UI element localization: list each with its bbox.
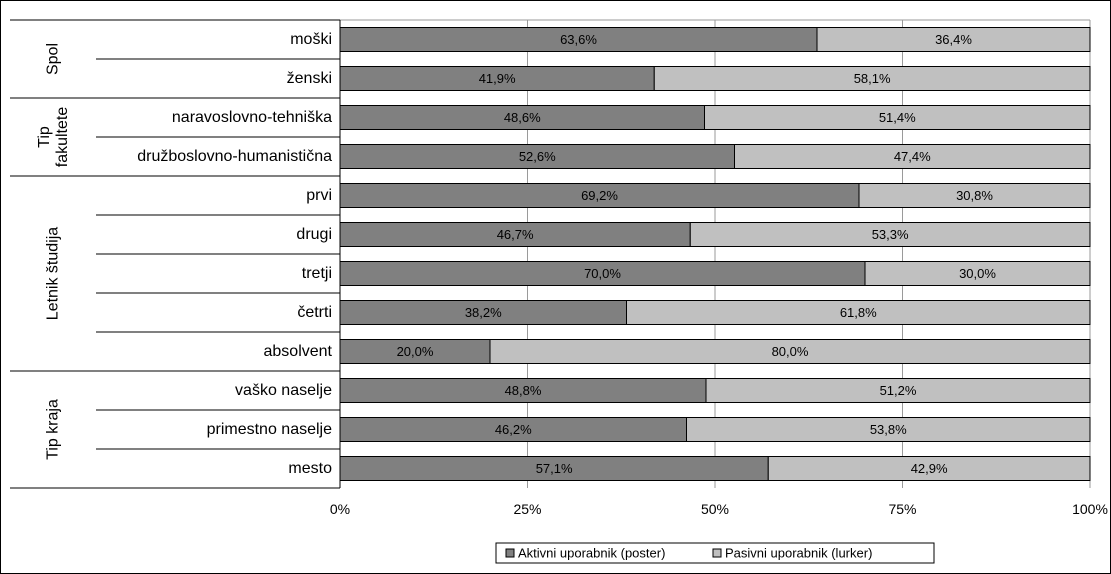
data-label: 38,2%: [465, 305, 502, 320]
x-tick-label: 0%: [330, 501, 350, 517]
category-label: mesto: [288, 460, 332, 477]
data-label: 63,6%: [560, 32, 597, 47]
bar-segment: [864, 261, 1091, 286]
group-label: Spol: [45, 43, 62, 75]
category-label: ženski: [287, 70, 332, 87]
category-label: družboslovno-humanistična: [137, 148, 332, 165]
bar-segment: [686, 417, 1091, 442]
bar-segment: [339, 417, 687, 442]
x-tick-label: 50%: [701, 501, 729, 517]
data-label: 58,1%: [854, 71, 891, 86]
bar-segment: [704, 105, 1091, 130]
category-label: naravoslovno-tehniška: [172, 109, 332, 126]
data-label: 30,8%: [956, 188, 993, 203]
group-label: Tipfakultete: [36, 107, 71, 168]
data-label: 48,8%: [505, 383, 542, 398]
x-tick-label: 75%: [888, 501, 916, 517]
legend-label: Pasivni uporabnik (lurker): [725, 546, 872, 561]
group-label: Letnik študija: [45, 227, 62, 320]
data-label: 46,2%: [495, 422, 532, 437]
legend-swatch: [505, 548, 515, 558]
data-label: 80,0%: [772, 344, 809, 359]
data-label: 47,4%: [894, 149, 931, 164]
bar-segment: [339, 144, 735, 169]
data-label: 20,0%: [397, 344, 434, 359]
bar-segment: [339, 261, 866, 286]
category-label: prvi: [306, 187, 332, 204]
data-label: 51,2%: [880, 383, 917, 398]
data-label: 53,8%: [870, 422, 907, 437]
data-label: 70,0%: [584, 266, 621, 281]
data-label: 57,1%: [536, 461, 573, 476]
x-tick-label: 100%: [1072, 501, 1108, 517]
group-label: Tip kraja: [45, 399, 62, 460]
bar-segment: [489, 339, 1091, 364]
data-label: 69,2%: [581, 188, 618, 203]
data-label: 46,7%: [497, 227, 534, 242]
bar-segment: [705, 378, 1091, 403]
bar-segment: [816, 27, 1091, 52]
x-tick-label: 25%: [513, 501, 541, 517]
bar-segment: [626, 300, 1091, 325]
data-label: 51,4%: [879, 110, 916, 125]
data-label: 61,8%: [840, 305, 877, 320]
bar-segment: [339, 27, 818, 52]
category-label: moški: [290, 31, 332, 48]
data-label: 36,4%: [935, 32, 972, 47]
legend-swatch: [712, 548, 722, 558]
legend-label: Aktivni uporabnik (poster): [518, 546, 665, 561]
category-label: tretji: [302, 265, 332, 282]
data-label: 48,6%: [504, 110, 541, 125]
bar-segment: [339, 378, 707, 403]
bar-segment: [767, 456, 1091, 481]
category-label: absolvent: [264, 343, 333, 360]
category-label: četrti: [297, 304, 332, 321]
category-label: primestno naselje: [207, 421, 333, 438]
data-label: 52,6%: [519, 149, 556, 164]
data-label: 30,0%: [959, 266, 996, 281]
data-label: 41,9%: [479, 71, 516, 86]
category-label: drugi: [296, 226, 332, 243]
bar-segment: [339, 66, 655, 91]
bar-segment: [689, 222, 1091, 247]
category-label: vaško naselje: [235, 382, 332, 399]
data-label: 42,9%: [911, 461, 948, 476]
data-label: 53,3%: [872, 227, 909, 242]
bar-segment: [858, 183, 1091, 208]
bar-segment: [339, 456, 769, 481]
bar-segment: [339, 105, 705, 130]
bar-segment: [653, 66, 1091, 91]
bar-segment: [339, 183, 860, 208]
bar-segment: [734, 144, 1091, 169]
